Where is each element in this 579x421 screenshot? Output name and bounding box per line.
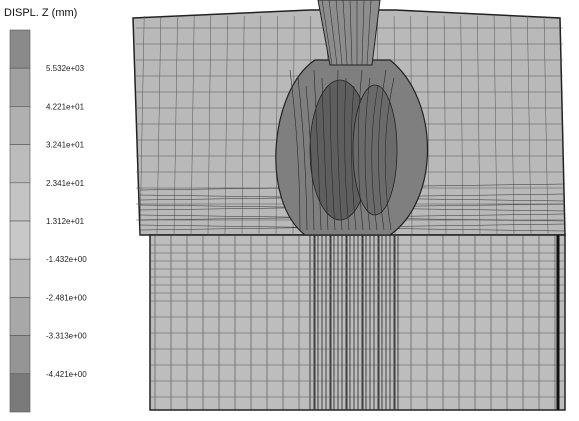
page: DISPL. Z (mm) 5.532e+03 4.221e+01 3.241e+0… (0, 0, 579, 421)
legend-label: 4.221e+01 (46, 102, 85, 111)
legend-label: -3.313e+00 (46, 332, 87, 341)
legend-label: 3.241e+01 (46, 141, 85, 150)
legend-swatch (10, 221, 30, 259)
fem-view: DISPL. Z (mm) 5.532e+03 4.221e+01 3.241e+0… (0, 0, 579, 421)
legend-title: DISPL. Z (mm) (4, 7, 77, 19)
legend-swatch (10, 30, 30, 68)
legend-swatch (10, 106, 30, 144)
legend-label: -4.421e+00 (46, 370, 87, 379)
legend-swatch (10, 297, 30, 335)
legend-label: 5.532e+03 (46, 64, 85, 73)
legend-label: -1.432e+00 (46, 255, 87, 264)
legend-swatch (10, 183, 30, 221)
legend-swatch (10, 374, 30, 412)
legend-swatch (10, 145, 30, 183)
legend-label: 1.312e+01 (46, 217, 85, 226)
legend-label: 2.341e+01 (46, 179, 85, 188)
legend-swatch (10, 259, 30, 297)
legend-swatch (10, 68, 30, 106)
legend-label: -2.481e+00 (46, 293, 87, 302)
legend-swatch (10, 336, 30, 374)
mesh (133, 0, 565, 410)
